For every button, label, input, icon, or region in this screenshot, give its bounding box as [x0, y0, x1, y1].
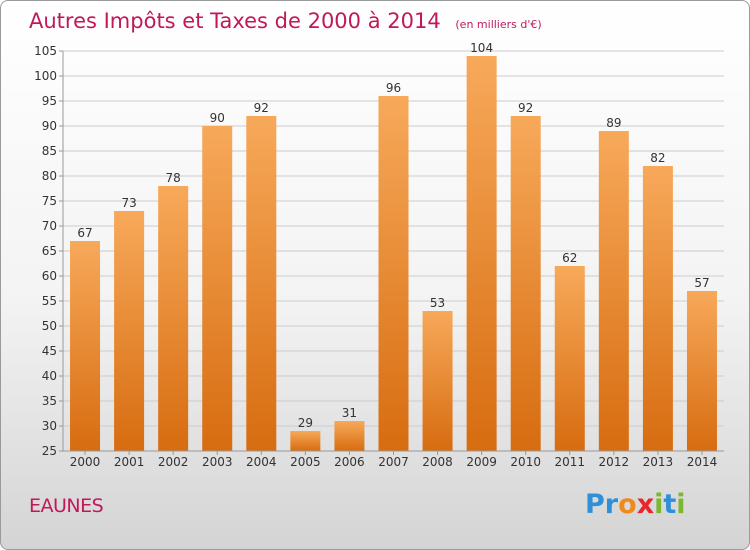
x-axis-ticks: 2000 2001 2002 2003 2004 2005 2006 2007 2008 2009…	[70, 451, 717, 469]
bar	[334, 421, 365, 451]
x-tick-label: 2003	[202, 455, 233, 469]
y-tick-label: 35	[42, 394, 57, 408]
y-tick-label: 30	[42, 419, 57, 433]
x-tick-label: 2006	[334, 455, 365, 469]
x-tick-label: 2005	[290, 455, 321, 469]
x-tick-label: 2007	[378, 455, 409, 469]
bar-value-label: 67	[77, 226, 92, 240]
proxiti-logo: Proxiti	[585, 489, 686, 520]
bar-value-label: 92	[254, 101, 269, 115]
y-tick-label: 105	[34, 44, 57, 58]
x-tick-label: 2008	[422, 455, 453, 469]
logo-letter: x	[636, 489, 655, 520]
bar-value-label: 92	[518, 101, 533, 115]
bar	[114, 211, 145, 451]
logo-letter: P	[585, 489, 605, 520]
bar-value-label: 53	[430, 296, 445, 310]
x-tick-label: 2012	[599, 455, 630, 469]
y-tick-label: 80	[42, 169, 57, 183]
bar	[70, 241, 101, 451]
bar-value-label: 31	[342, 406, 357, 420]
bar-value-labels: 67 73 78 90 92 29 31 96 53 104 92 62 89 82 57	[77, 41, 709, 430]
x-tick-label: 2014	[687, 455, 718, 469]
bars	[70, 56, 717, 451]
y-tick-label: 65	[42, 244, 57, 258]
y-axis-ticks: 25 30 35 40 45 50 55 60 65 70 75 80 85 90 95 100 105	[34, 44, 63, 458]
bar	[158, 186, 189, 451]
bar	[378, 96, 409, 451]
bar-value-label: 62	[562, 251, 577, 265]
logo-letter: i	[676, 489, 686, 520]
bar	[642, 166, 673, 451]
y-tick-label: 90	[42, 119, 57, 133]
y-tick-label: 50	[42, 319, 57, 333]
bar	[202, 126, 233, 451]
logo-letter: o	[618, 489, 637, 520]
y-tick-label: 25	[42, 444, 57, 458]
y-tick-label: 75	[42, 194, 57, 208]
place-name: EAUNES	[29, 495, 104, 517]
x-tick-label: 2004	[246, 455, 277, 469]
bar	[598, 131, 629, 451]
x-tick-label: 2001	[114, 455, 145, 469]
x-tick-label: 2009	[466, 455, 497, 469]
y-tick-label: 95	[42, 94, 57, 108]
bar-value-label: 82	[650, 151, 665, 165]
y-tick-label: 55	[42, 294, 57, 308]
bar	[510, 116, 541, 451]
y-tick-label: 40	[42, 369, 57, 383]
axes	[62, 51, 724, 452]
bar-value-label: 90	[210, 111, 225, 125]
bar	[290, 431, 321, 451]
chart-title: Autres Impôts et Taxes de 2000 à 2014	[29, 9, 441, 33]
bar-value-label: 89	[606, 116, 621, 130]
logo-letter: t	[663, 489, 677, 520]
bar-value-label: 78	[166, 171, 181, 185]
y-tick-label: 85	[42, 144, 57, 158]
y-tick-label: 100	[34, 69, 57, 83]
y-tick-label: 45	[42, 344, 57, 358]
y-tick-label: 70	[42, 219, 57, 233]
x-tick-label: 2000	[70, 455, 101, 469]
chart-subtitle: (en milliers d'€)	[455, 18, 541, 31]
x-tick-label: 2011	[554, 455, 585, 469]
logo-letter: r	[604, 489, 619, 520]
bar	[246, 116, 277, 451]
bar	[466, 56, 497, 451]
bar	[554, 266, 585, 451]
bar	[686, 291, 717, 451]
bar-value-label: 57	[694, 276, 709, 290]
bar-value-label: 29	[298, 416, 313, 430]
logo-letter: i	[654, 489, 664, 520]
bar-value-label: 73	[121, 196, 136, 210]
y-tick-label: 60	[42, 269, 57, 283]
bar	[422, 311, 453, 451]
bar-value-label: 104	[470, 41, 493, 55]
svg-text:Autres Impôts et Taxes de 2000: Autres Impôts et Taxes de 2000 à 2014 (e…	[29, 9, 542, 33]
bar-value-label: 96	[386, 81, 401, 95]
x-tick-label: 2010	[510, 455, 541, 469]
x-tick-label: 2002	[158, 455, 189, 469]
x-tick-label: 2013	[643, 455, 674, 469]
